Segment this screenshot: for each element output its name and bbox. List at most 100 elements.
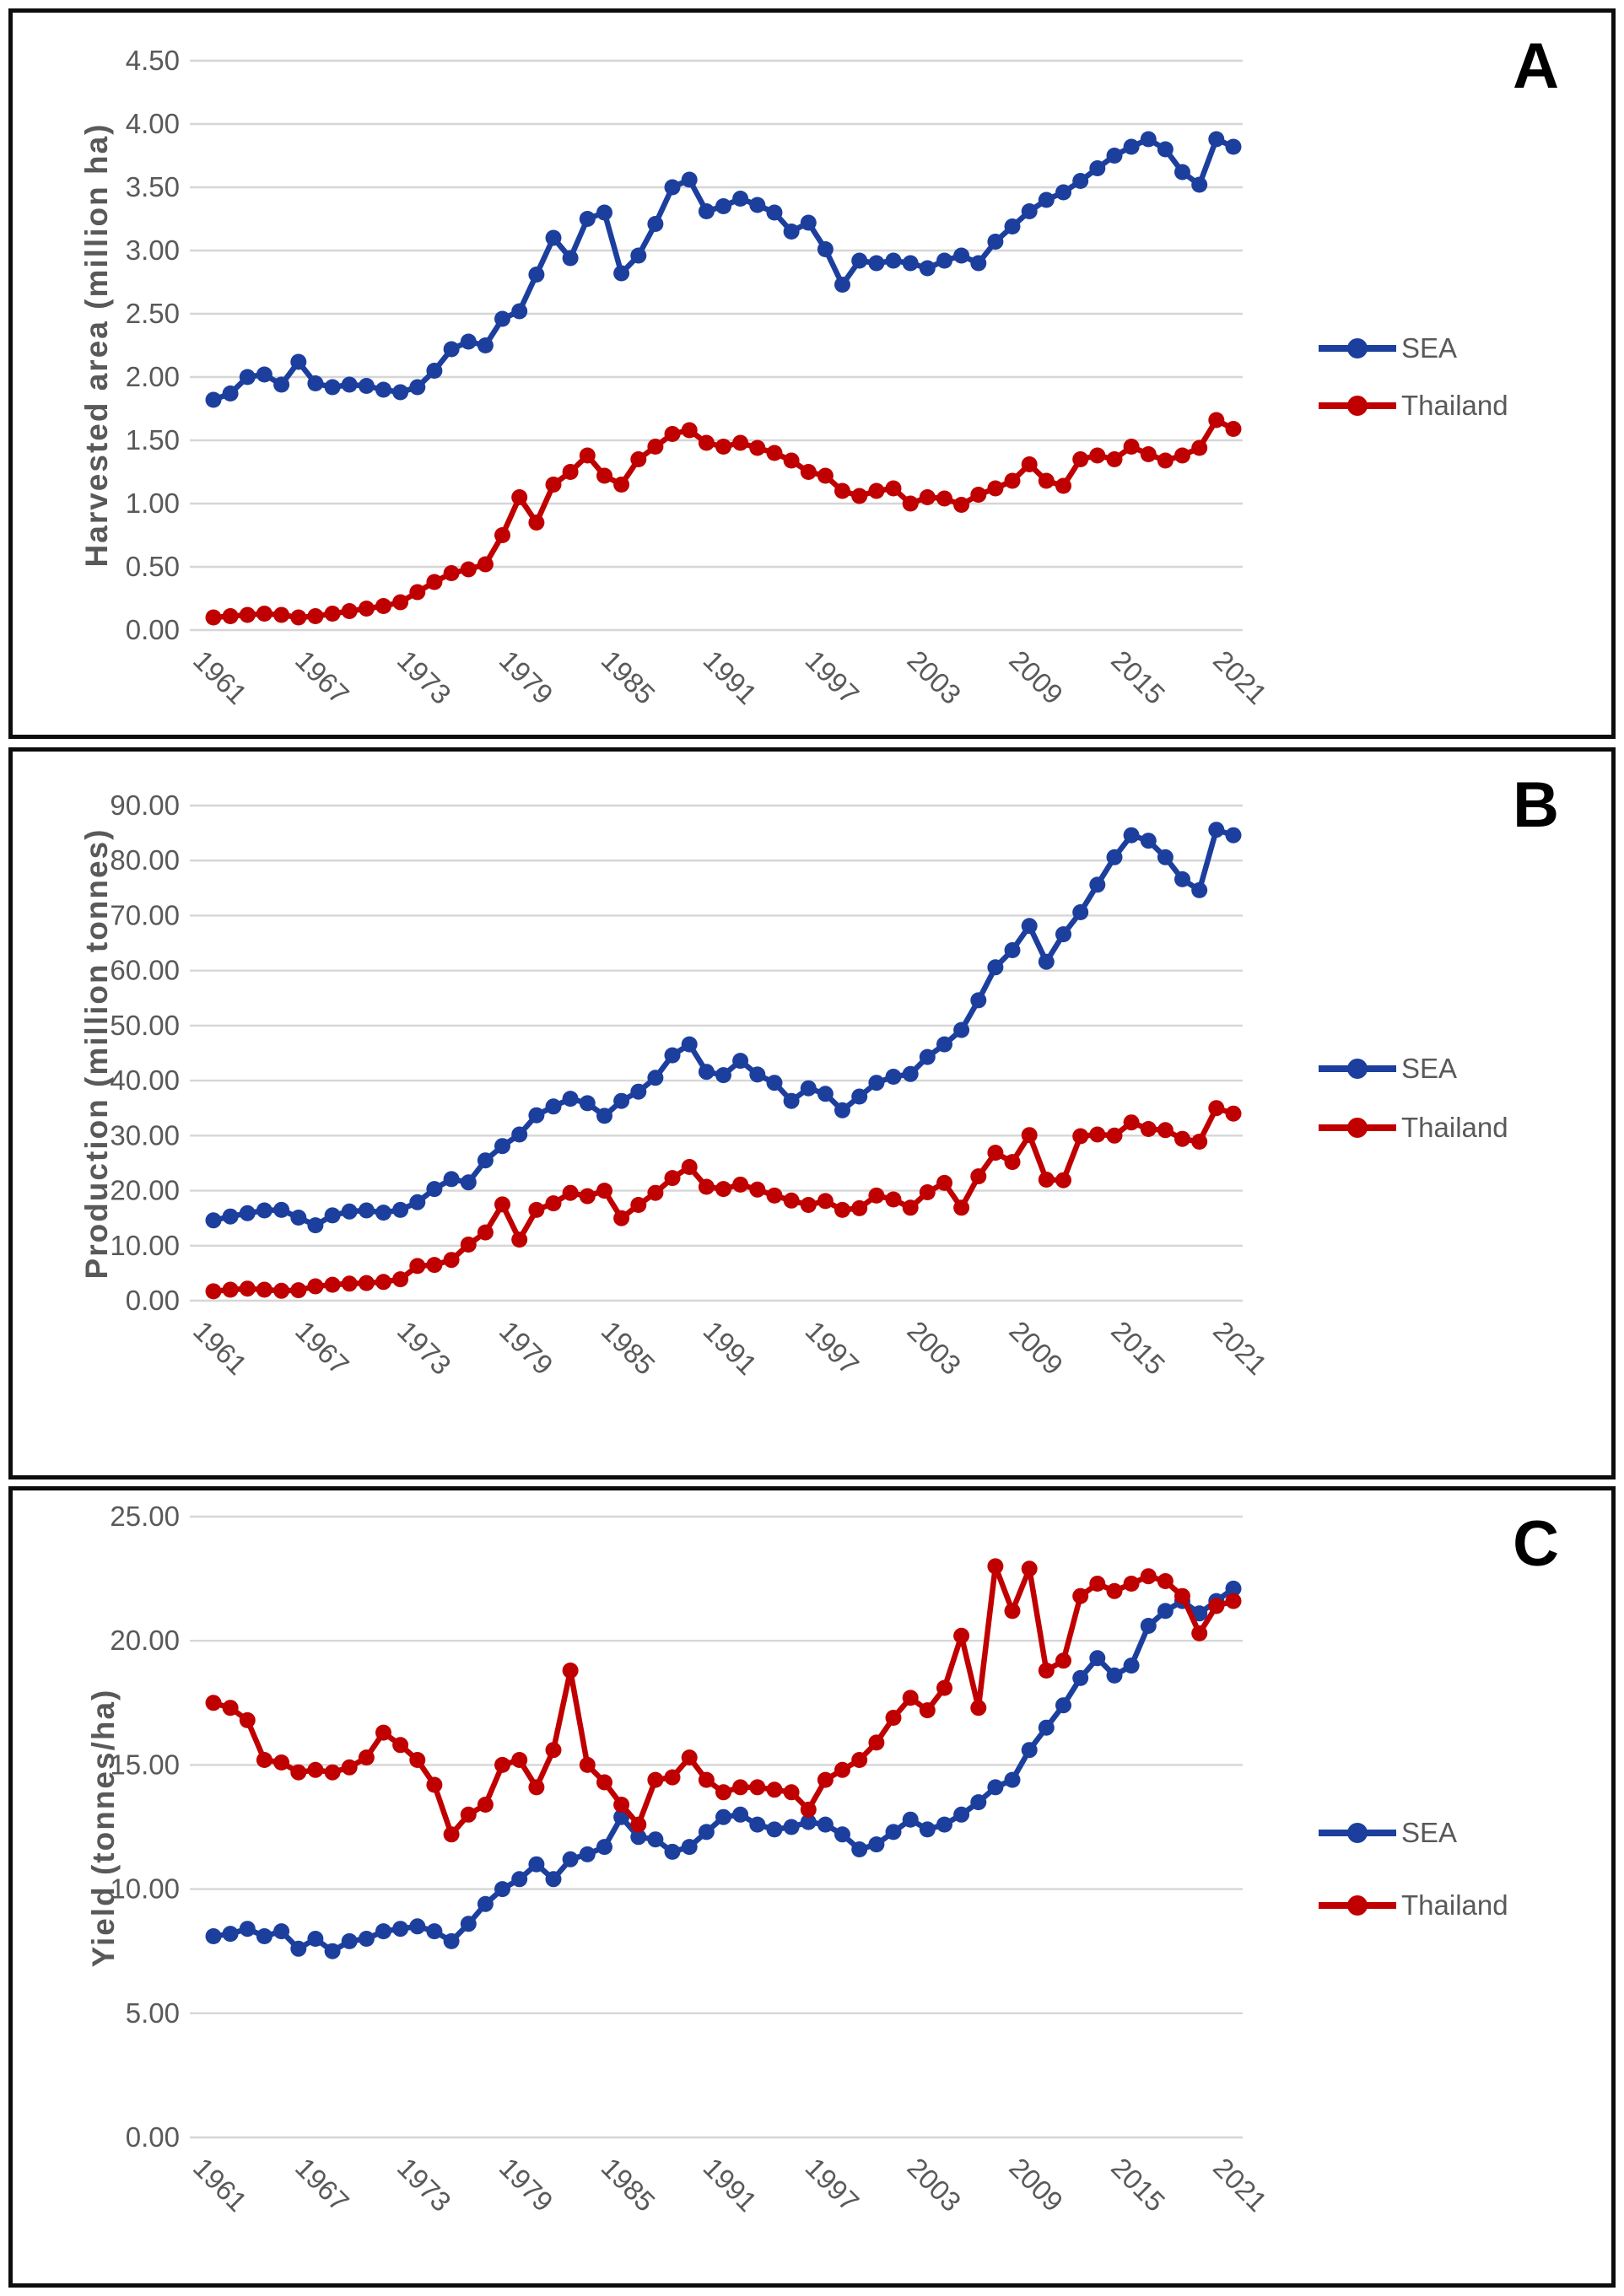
thailand-data-point [953, 497, 970, 513]
thailand-data-point [1089, 1576, 1106, 1592]
thailand-line-swatch [1319, 1895, 1396, 1916]
thailand-data-point [817, 1771, 834, 1788]
thailand-data-point [239, 1280, 256, 1297]
thailand-data-point [800, 1197, 817, 1213]
sea-data-point [1038, 953, 1055, 970]
thailand-line-swatch [1319, 396, 1396, 416]
x-tick-label: 1991 [698, 2152, 763, 2218]
sea-data-point [239, 369, 256, 385]
sea-data-point [681, 1839, 698, 1856]
sea-data-point [528, 267, 545, 283]
thailand-data-point [647, 1184, 664, 1201]
sea-data-point [1004, 942, 1021, 958]
sea-data-point [596, 1108, 612, 1124]
thailand-data-point [613, 1210, 630, 1226]
sea-data-point [205, 1212, 222, 1229]
sea-data-point [800, 1814, 817, 1830]
sea-data-point [1191, 176, 1208, 193]
thailand-data-point [1174, 1130, 1190, 1147]
x-tick-label: 1997 [799, 1315, 865, 1381]
thailand-data-point [902, 495, 919, 512]
thailand-data-point [341, 1759, 358, 1776]
sea-data-point [511, 1871, 528, 1888]
thailand-data-point [783, 452, 800, 469]
thailand-data-point [851, 1199, 868, 1216]
sea-data-point [1072, 904, 1089, 920]
thailand-data-point [732, 1176, 749, 1193]
sea-marker-icon [1347, 338, 1368, 358]
sea-data-point [426, 1923, 443, 1940]
thailand-data-point [1021, 1127, 1038, 1144]
sea-data-point [579, 1095, 596, 1112]
sea-data-point [426, 1181, 443, 1198]
y-tick-label: 30.00 [110, 1119, 180, 1151]
thailand-data-point [579, 1188, 596, 1205]
sea-line-swatch [1319, 1059, 1396, 1079]
thailand-data-point [596, 467, 612, 484]
sea-data-point [205, 1928, 222, 1944]
sea-data-point [307, 1931, 324, 1947]
thailand-data-point [460, 1806, 477, 1823]
x-tick-label: 2021 [1207, 644, 1273, 710]
thailand-data-point [1157, 452, 1173, 469]
thailand-data-point [562, 1184, 579, 1201]
sea-data-point [392, 1201, 409, 1218]
sea-data-point [341, 376, 358, 393]
thailand-data-point [290, 1764, 307, 1781]
sea-data-point [630, 247, 647, 264]
sea-data-point [358, 1202, 375, 1219]
thailand-data-point [239, 1711, 256, 1728]
sea-data-point [358, 1931, 375, 1947]
thailand-data-point [647, 439, 664, 455]
thailand-data-point [358, 1749, 375, 1766]
sea-data-point [902, 1811, 919, 1828]
sea-data-point [222, 1926, 239, 1943]
thailand-data-point [375, 1724, 391, 1741]
legend-item-sea: SEA [1319, 332, 1458, 364]
sea-data-point [885, 252, 902, 269]
x-tick-label: 1979 [494, 1315, 559, 1381]
sea-data-point [834, 1102, 850, 1118]
gridlines [190, 59, 1243, 632]
sea-data-point [953, 1021, 970, 1038]
sea-data-point [545, 1098, 562, 1115]
sea-data-point [1225, 1580, 1242, 1597]
sea-data-point [647, 1070, 664, 1086]
thailand-data-point [511, 1232, 528, 1248]
thailand-data-point [1072, 451, 1089, 467]
thailand-data-point [868, 1187, 885, 1204]
x-tick-label: 2003 [901, 2152, 967, 2218]
thailand-data-point [630, 1816, 647, 1833]
gridlines [190, 1515, 1243, 2139]
sea-data-point [409, 379, 426, 396]
thailand-data-point [1089, 447, 1106, 464]
thailand-data-point [1004, 1154, 1021, 1171]
thailand-data-point [1055, 1652, 1071, 1669]
thailand-data-point [970, 487, 987, 503]
thailand-data-point [256, 606, 272, 622]
sea-data-point [1208, 822, 1225, 838]
sea-data-point [749, 197, 766, 213]
sea-data-point [460, 333, 477, 350]
sea-data-point [494, 310, 510, 327]
thailand-markers [205, 1558, 1242, 1843]
thailand-data-point [749, 1181, 766, 1198]
thailand-data-point [987, 1558, 1004, 1575]
sea-data-point [681, 1036, 698, 1053]
sea-data-point [817, 1816, 834, 1833]
sea-data-point [494, 1138, 510, 1155]
sea-data-point [222, 385, 239, 402]
y-tick-label: 1.00 [126, 488, 180, 519]
thailand-data-point [426, 574, 443, 590]
thailand-data-point [409, 1258, 426, 1275]
sea-data-point [715, 1808, 731, 1825]
legend-label-sea: SEA [1401, 332, 1458, 364]
sea-data-point [868, 255, 885, 272]
thailand-data-point [596, 1774, 612, 1791]
y-tick-label: 10.00 [110, 1873, 180, 1905]
thailand-data-point [579, 1756, 596, 1773]
sea-data-point [1072, 173, 1089, 189]
thailand-data-point [545, 1195, 562, 1212]
thailand-data-point [698, 1178, 715, 1195]
thailand-data-point [460, 561, 477, 578]
